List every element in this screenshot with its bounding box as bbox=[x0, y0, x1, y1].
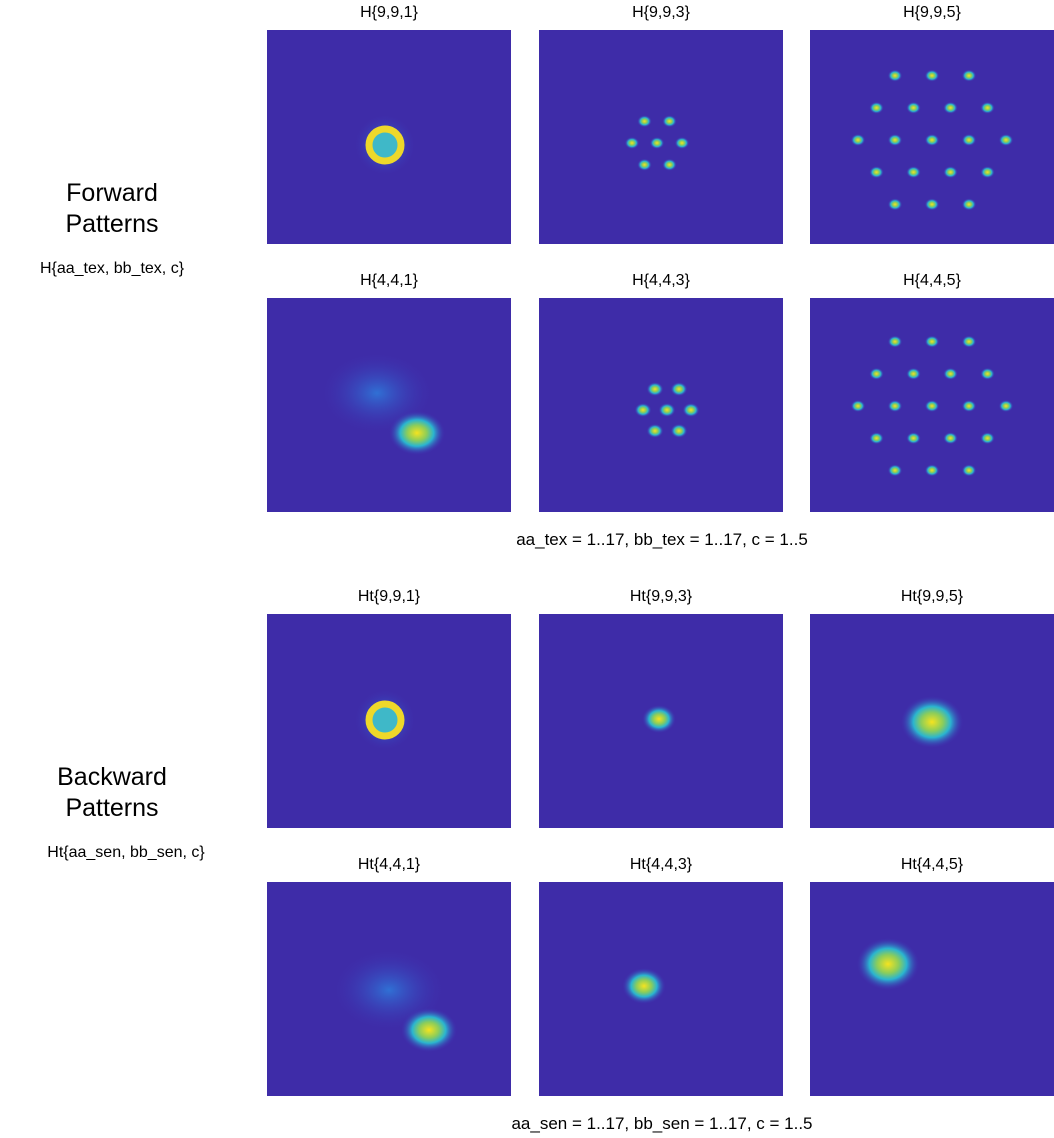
spot bbox=[962, 70, 976, 82]
pattern-image bbox=[810, 298, 1054, 512]
spot bbox=[888, 464, 902, 476]
pattern-image bbox=[539, 614, 783, 828]
spot bbox=[888, 70, 902, 82]
spot bbox=[925, 198, 939, 210]
pattern-image bbox=[267, 882, 511, 1096]
spot bbox=[901, 696, 963, 748]
section-sublabel: H{aa_tex, bb_tex, c} bbox=[0, 260, 232, 278]
spot bbox=[622, 968, 665, 1004]
spot bbox=[869, 166, 883, 178]
spot bbox=[980, 368, 994, 380]
panel-background bbox=[539, 30, 783, 244]
spot bbox=[925, 400, 939, 412]
spot bbox=[647, 424, 664, 438]
panel-title: Ht{9,9,5} bbox=[810, 588, 1054, 606]
spot bbox=[869, 368, 883, 380]
panel-title: H{4,4,3} bbox=[539, 272, 783, 290]
spot bbox=[662, 159, 676, 171]
spot bbox=[943, 102, 957, 114]
spot bbox=[647, 382, 664, 396]
panel-title: Ht{4,4,3} bbox=[539, 856, 783, 874]
index-range: aa_sen = 1..17, bb_sen = 1..17, c = 1..5 bbox=[412, 1114, 912, 1134]
pattern-image bbox=[810, 614, 1054, 828]
ring bbox=[369, 704, 401, 736]
spot bbox=[650, 137, 664, 149]
spot bbox=[962, 198, 976, 210]
spot bbox=[869, 432, 883, 444]
spot bbox=[943, 432, 957, 444]
spot bbox=[980, 166, 994, 178]
spot bbox=[999, 400, 1013, 412]
spot bbox=[962, 134, 976, 146]
spot bbox=[637, 159, 651, 171]
panel-title: H{9,9,3} bbox=[539, 4, 783, 22]
panel-title: H{4,4,5} bbox=[810, 272, 1054, 290]
panel-title: Ht{4,4,1} bbox=[267, 856, 511, 874]
spot bbox=[625, 137, 639, 149]
spot bbox=[999, 134, 1013, 146]
ring bbox=[369, 129, 401, 161]
pattern-image bbox=[267, 614, 511, 828]
pattern-image bbox=[539, 30, 783, 244]
spot bbox=[857, 938, 919, 990]
figure: Forward Patterns H{aa_tex, bb_tex, c} H{9,… bbox=[0, 0, 1054, 1138]
panel-title: Ht{9,9,1} bbox=[267, 588, 511, 606]
spot bbox=[671, 382, 688, 396]
spot bbox=[683, 403, 700, 417]
panel-title: H{4,4,1} bbox=[267, 272, 511, 290]
pattern-image bbox=[810, 30, 1054, 244]
spot bbox=[925, 464, 939, 476]
pattern-image bbox=[539, 298, 783, 512]
spot bbox=[906, 102, 920, 114]
blob bbox=[401, 1008, 457, 1052]
spot bbox=[637, 115, 651, 127]
spot bbox=[906, 368, 920, 380]
spot bbox=[671, 424, 688, 438]
panel-background bbox=[810, 882, 1054, 1096]
spot bbox=[962, 464, 976, 476]
spot bbox=[906, 432, 920, 444]
panel-background bbox=[539, 298, 783, 512]
spot bbox=[869, 102, 883, 114]
section-sublabel: Ht{aa_sen, bb_sen, c} bbox=[6, 844, 246, 862]
pattern-image bbox=[810, 882, 1054, 1096]
pattern-image bbox=[539, 882, 783, 1096]
panel-title: Ht{9,9,3} bbox=[539, 588, 783, 606]
section-label: Backward Patterns bbox=[47, 762, 177, 824]
spot bbox=[635, 403, 652, 417]
spot bbox=[659, 403, 676, 417]
section-label: Forward Patterns bbox=[47, 178, 177, 240]
panel-title: H{9,9,1} bbox=[267, 4, 511, 22]
spot bbox=[888, 198, 902, 210]
spot bbox=[925, 134, 939, 146]
spot bbox=[925, 336, 939, 348]
spot bbox=[851, 400, 865, 412]
spot bbox=[925, 70, 939, 82]
spot bbox=[980, 102, 994, 114]
spot bbox=[888, 400, 902, 412]
spot bbox=[642, 705, 676, 733]
spot bbox=[851, 134, 865, 146]
panel-title: Ht{4,4,5} bbox=[810, 856, 1054, 874]
panel-title: H{9,9,5} bbox=[810, 4, 1054, 22]
spot bbox=[943, 368, 957, 380]
spot bbox=[962, 336, 976, 348]
spot bbox=[888, 134, 902, 146]
spot bbox=[943, 166, 957, 178]
pattern-image bbox=[267, 30, 511, 244]
blob bbox=[389, 411, 445, 455]
spot bbox=[962, 400, 976, 412]
spot bbox=[888, 336, 902, 348]
spot bbox=[980, 432, 994, 444]
spot bbox=[675, 137, 689, 149]
spot bbox=[906, 166, 920, 178]
index-range: aa_tex = 1..17, bb_tex = 1..17, c = 1..5 bbox=[412, 530, 912, 550]
spot bbox=[662, 115, 676, 127]
pattern-image bbox=[267, 298, 511, 512]
